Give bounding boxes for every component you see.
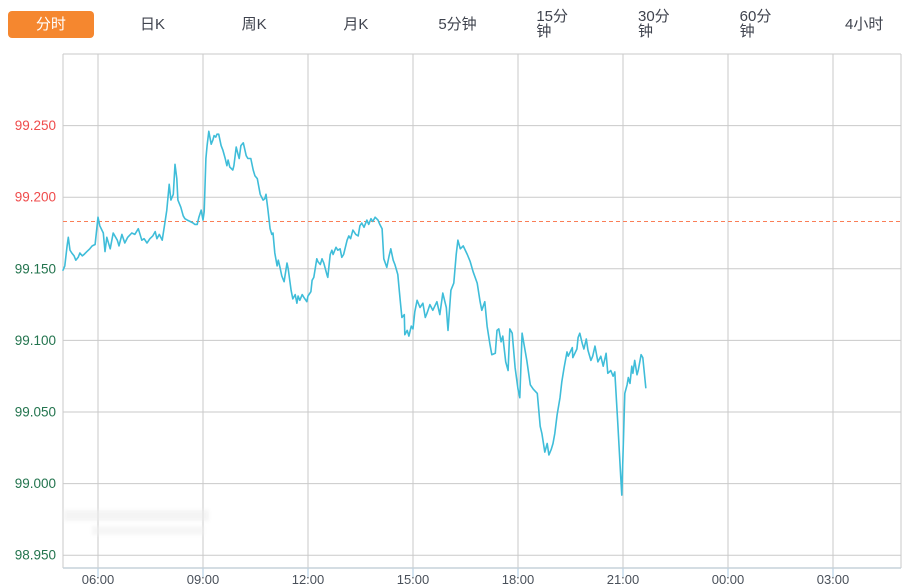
timeframe-tab-bar: 分时日K 周K 月K 5分钟15分钟30分钟60分钟4小时: [0, 0, 915, 48]
tab-fenshi[interactable]: 分时: [0, 0, 102, 48]
tab-label: 4小时: [817, 11, 911, 38]
y-axis-label: 99.100: [15, 333, 56, 348]
tab-label: 60分钟: [712, 3, 814, 45]
y-axis-label: 99.050: [15, 405, 56, 420]
x-axis-label: 03:00: [817, 572, 850, 587]
tab-4hour[interactable]: 4小时: [813, 0, 915, 48]
x-axis-label: 21:00: [607, 572, 640, 587]
x-axis-label: 00:00: [712, 572, 745, 587]
tab-60min[interactable]: 60分钟: [712, 0, 814, 48]
y-axis-label: 99.000: [15, 476, 56, 491]
y-axis-label: 99.200: [15, 190, 56, 205]
tab-monthly-k[interactable]: 月K: [305, 0, 407, 48]
tab-label: 周K: [214, 11, 295, 38]
y-axis-label: 99.150: [15, 261, 56, 276]
x-axis-label: 18:00: [502, 572, 535, 587]
tab-label: 月K: [315, 11, 396, 38]
tab-label: 日K: [112, 11, 193, 38]
price-series-line: [63, 131, 646, 495]
tab-label: 30分钟: [610, 3, 712, 45]
x-axis-label: 15:00: [397, 572, 430, 587]
tab-label: 分时: [8, 11, 94, 38]
x-axis-label: 06:00: [82, 572, 115, 587]
price-line-chart[interactable]: 99.250 99.200 99.150 99.100 99.050 99.000 98.9…: [0, 0, 915, 588]
tab-weekly-k[interactable]: 周K: [203, 0, 305, 48]
x-axis-label: 12:00: [292, 572, 325, 587]
tab-30min[interactable]: 30分钟: [610, 0, 712, 48]
tab-daily-k[interactable]: 日K: [102, 0, 204, 48]
x-axis-label: 09:00: [187, 572, 220, 587]
tab-label: 5分钟: [410, 11, 504, 38]
y-axis-label: 98.950: [15, 548, 56, 563]
tab-5min[interactable]: 5分钟: [407, 0, 509, 48]
kline-chart-page: 99.250 99.200 99.150 99.100 99.050 99.000 98.9…: [0, 0, 915, 588]
tab-15min[interactable]: 15分钟: [508, 0, 610, 48]
y-axis-label: 99.250: [15, 118, 56, 133]
tab-label: 15分钟: [508, 3, 610, 45]
